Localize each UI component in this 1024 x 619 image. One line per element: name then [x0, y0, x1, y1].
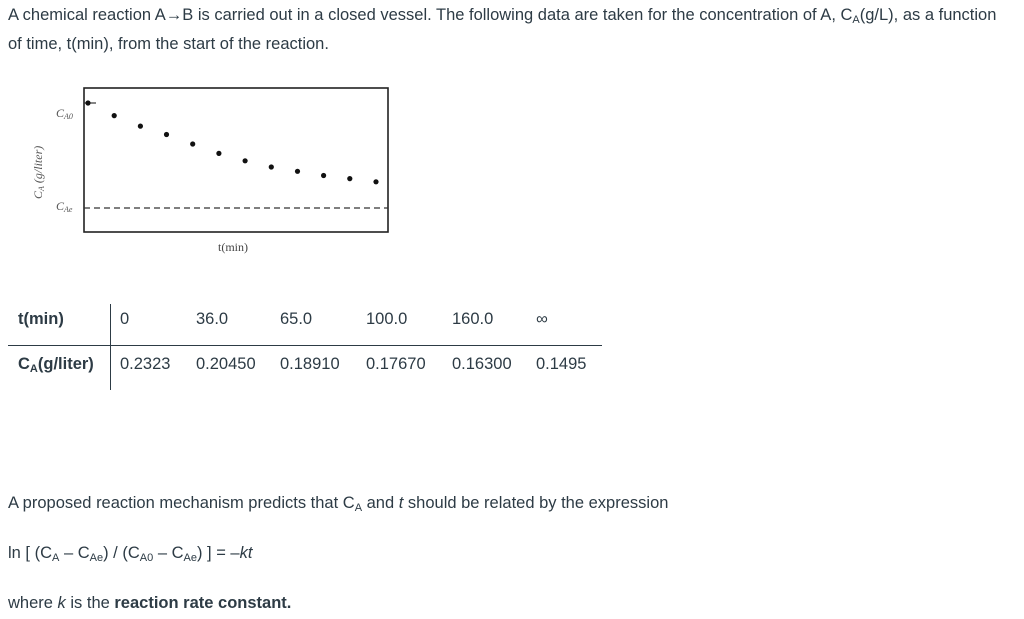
data-points [85, 100, 379, 185]
data-point [111, 113, 117, 119]
concentration-cell: 0.17670 [366, 355, 426, 373]
time-cell: 65.0 [280, 310, 313, 328]
rate-expression: ln [ (CA – CAe) / (CA0 – CAe) ] = –kt [8, 544, 253, 564]
data-point [216, 150, 222, 156]
plot-frame [83, 87, 389, 233]
x-axis-label: t(min) [218, 240, 248, 254]
problem-intro: A chemical reaction A→B is carried out i… [8, 3, 1013, 56]
time-row-header: t(min) [18, 310, 64, 328]
time-cell: ∞ [536, 310, 548, 328]
data-point [242, 158, 248, 164]
data-point [190, 141, 196, 147]
time-cell: 36.0 [196, 310, 229, 328]
intro-text: A chemical reaction A→B is carried out i… [8, 6, 853, 24]
time-row: t(min) 0 36.0 65.0 100.0 160.0 ∞ [8, 300, 608, 340]
concentration-row: CA(g/liter) 0.2323 0.20450 0.18910 0.176… [8, 345, 608, 385]
mechanism-text: A proposed reaction mechanism predicts t… [8, 494, 669, 514]
data-point [294, 168, 301, 174]
time-cell: 160.0 [452, 310, 494, 328]
data-point [85, 100, 91, 106]
y-axis-label: CA (g/liter) [31, 146, 46, 199]
cao-label: CA0 [56, 106, 73, 121]
concentration-figure: CA (g/liter) CA0 CAe t(min) [22, 82, 402, 262]
data-point [347, 176, 353, 182]
time-cell: 100.0 [366, 310, 408, 328]
intro-subscript: A [852, 14, 860, 26]
cae-label: CAe [56, 199, 73, 214]
concentration-cell: 0.18910 [280, 355, 340, 373]
table-horizontal-divider [8, 345, 602, 346]
data-point [373, 179, 379, 185]
concentration-cell: 0.2323 [120, 355, 171, 373]
rate-constant-note: where k is the reaction rate constant. [8, 594, 292, 612]
data-point [163, 131, 170, 138]
data-point [321, 172, 327, 179]
data-point [137, 123, 143, 129]
intro-text-end: (g/L), as a function of time, t(min), fr… [8, 6, 997, 53]
scatter-plot: CA (g/liter) CA0 CAe t(min) [31, 87, 389, 254]
concentration-row-header: CA(g/liter) [18, 355, 94, 375]
table-vertical-divider [110, 304, 111, 390]
concentration-cell: 0.16300 [452, 355, 512, 373]
time-cell: 0 [120, 310, 130, 328]
concentration-cell: 0.20450 [196, 355, 256, 373]
concentration-cell: 0.1495 [536, 355, 587, 373]
data-point [268, 164, 274, 170]
